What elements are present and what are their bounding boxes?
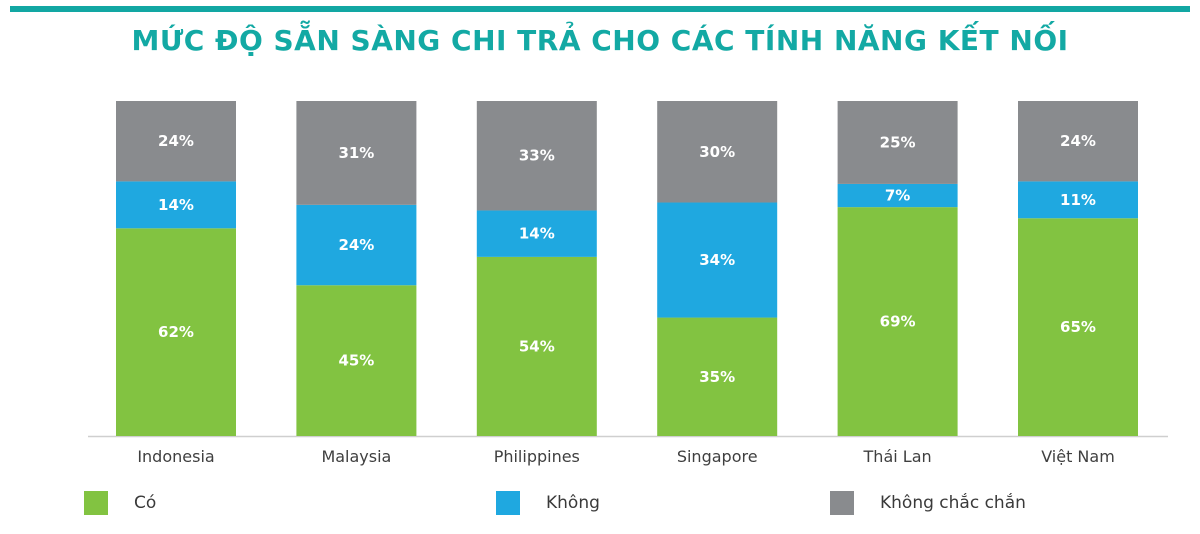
data-label-khong-chac-chan-0: 24% xyxy=(158,132,194,150)
category-label-3: Singapore xyxy=(677,447,758,466)
bar-segment-khong-chac-chan-2 xyxy=(476,101,597,211)
legend-label-co: Có xyxy=(134,493,157,513)
bar-segment-khong-1 xyxy=(296,204,417,286)
data-label-khong-4: 7% xyxy=(885,187,910,205)
legend-item-khong-chac-chan: Không chắc chắn xyxy=(830,490,1026,516)
legend-swatch-co xyxy=(84,491,108,515)
data-label-khong-chac-chan-1: 31% xyxy=(338,144,374,162)
data-label-khong-3: 34% xyxy=(699,251,735,269)
data-label-khong-chac-chan-3: 30% xyxy=(699,143,735,161)
data-label-khong-2: 14% xyxy=(519,225,555,243)
bar-segment-khong-chac-chan-0 xyxy=(116,101,236,182)
bar-segment-khong-chac-chan-1 xyxy=(296,101,417,205)
data-label-khong-chac-chan-2: 33% xyxy=(519,147,555,165)
data-label-co-0: 62% xyxy=(158,323,194,341)
data-label-khong-chac-chan-4: 25% xyxy=(880,133,916,151)
chart-title: MỨC ĐỘ SẴN SÀNG CHI TRẢ CHO CÁC TÍNH NĂN… xyxy=(131,24,1069,57)
category-label-5: Việt Nam xyxy=(1041,447,1115,466)
title-top-rule xyxy=(10,6,1190,12)
category-label-2: Philippines xyxy=(494,447,580,466)
data-label-co-4: 69% xyxy=(880,313,916,331)
bar-segment-co-5 xyxy=(1018,218,1138,436)
bar-segment-khong-3 xyxy=(657,202,778,318)
data-label-khong-5: 11% xyxy=(1060,191,1096,209)
data-label-co-1: 45% xyxy=(338,352,374,370)
bar-segment-khong-chac-chan-4 xyxy=(837,101,958,184)
legend-item-co: Có xyxy=(84,490,156,516)
legend-label-khong: Không xyxy=(546,493,600,513)
bar-segment-khong-0 xyxy=(116,181,236,229)
data-label-co-5: 65% xyxy=(1060,318,1096,336)
data-label-khong-0: 14% xyxy=(158,196,194,214)
bar-segment-khong-5 xyxy=(1018,181,1138,219)
legend-swatch-khong xyxy=(496,491,520,515)
bar-segment-co-4 xyxy=(837,207,958,436)
bar-segment-khong-2 xyxy=(476,210,597,257)
stacked-bar-chart: 62% 14% 24% Indonesia 45% 24% 31% Malaysia 54% 14… xyxy=(88,101,1168,466)
bar-segment-co-2 xyxy=(476,256,597,436)
bar-segment-khong-4 xyxy=(837,183,958,208)
legend-item-khong: Không xyxy=(496,490,600,516)
data-label-co-2: 54% xyxy=(519,337,555,355)
bar-segment-khong-chac-chan-3 xyxy=(657,101,778,203)
legend-swatch-khong-chac-chan xyxy=(830,491,854,515)
legend: Có Không Không chắc chắn xyxy=(0,490,1200,520)
data-label-khong-chac-chan-5: 24% xyxy=(1060,132,1096,150)
legend-label-khong-chac-chan: Không chắc chắn xyxy=(880,493,1026,513)
bar-segment-co-0 xyxy=(116,228,236,436)
data-label-khong-1: 24% xyxy=(338,236,374,254)
data-label-co-3: 35% xyxy=(699,368,735,386)
bar-segment-khong-chac-chan-5 xyxy=(1018,101,1138,182)
category-label-4: Thái Lan xyxy=(863,447,932,466)
category-label-1: Malaysia xyxy=(321,447,391,466)
bar-segment-co-3 xyxy=(657,317,778,436)
category-label-0: Indonesia xyxy=(137,447,214,466)
bar-segment-co-1 xyxy=(296,285,417,436)
